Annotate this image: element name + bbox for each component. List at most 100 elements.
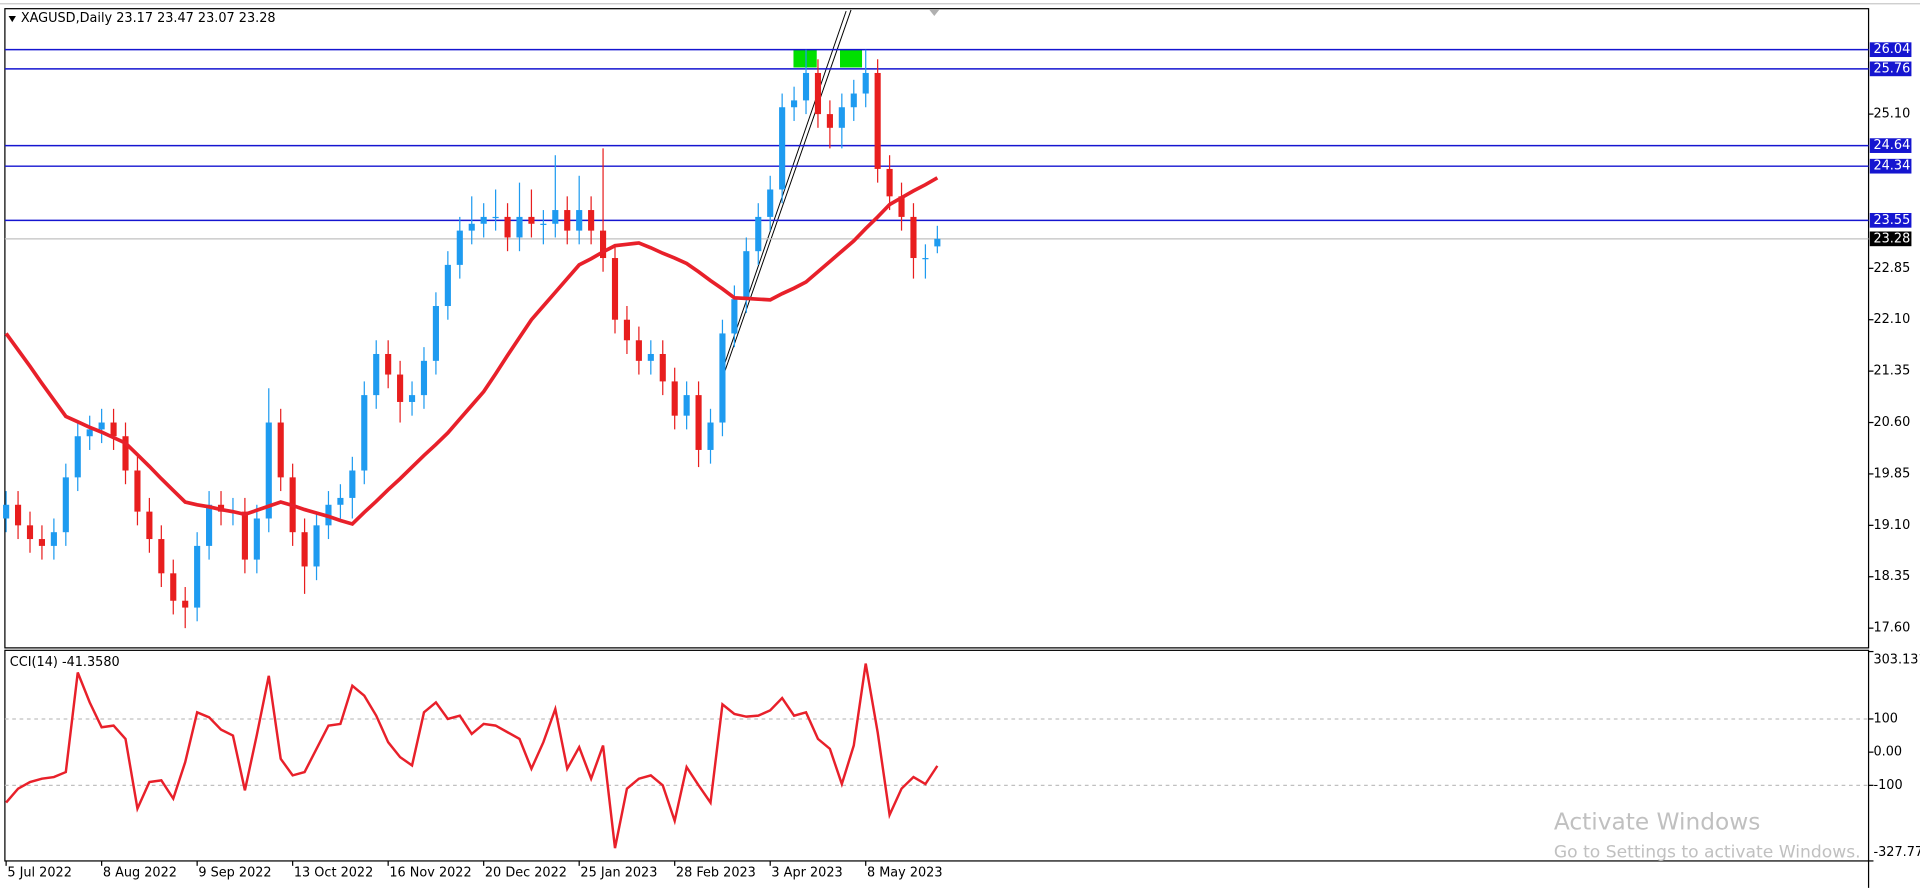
candle-body: [576, 210, 583, 231]
candle-body: [277, 422, 284, 478]
shift-marker: [929, 9, 940, 17]
candle-body: [253, 518, 260, 560]
y-tick-label: 303.131: [1873, 653, 1920, 668]
candle-body: [265, 422, 272, 519]
candle-body: [456, 230, 463, 265]
candle-body: [707, 422, 714, 450]
candle-body: [838, 107, 845, 128]
candle-body: [349, 470, 356, 498]
watermark-subtitle: Go to Settings to activate Windows.: [1554, 842, 1861, 862]
candle-body: [564, 210, 571, 231]
candle-body: [420, 360, 428, 396]
x-tick-label: 8 Aug 2022: [103, 866, 177, 881]
candle-body: [26, 525, 34, 540]
candle-body: [922, 258, 929, 260]
candle-body: [671, 381, 678, 416]
level-label-box: [1869, 158, 1912, 174]
candle-body: [313, 525, 320, 567]
candle-body: [110, 422, 117, 437]
y-tick-label: -100: [1873, 778, 1902, 793]
candle-body: [588, 210, 595, 231]
level-label: 24.64: [1873, 138, 1910, 153]
level-label-box: [1869, 138, 1912, 153]
y-tick-label: 22.10: [1873, 312, 1910, 327]
candle-body: [194, 545, 201, 608]
candle-body: [98, 422, 105, 430]
candle-body: [540, 223, 547, 225]
candle-body: [158, 539, 165, 574]
level-label: 25.76: [1873, 61, 1910, 76]
indicator-line: [5, 663, 939, 849]
candle-body: [552, 210, 559, 224]
last-price-label: 23.28: [1873, 231, 1910, 246]
candle-body: [910, 216, 917, 259]
candle-body: [934, 238, 941, 247]
watermark-title: Activate Windows: [1554, 808, 1760, 835]
highlight-box: [793, 49, 817, 68]
candle-body: [182, 600, 189, 608]
marks: 25.10 22.85 22.10 21.35 20.60 19.85 19.10 18.35…: [3, 42, 1920, 881]
candle-body: [50, 532, 57, 546]
candle-body: [647, 353, 654, 361]
trend-line: [720, 10, 847, 374]
x-tick-label: 25 Jan 2023: [580, 866, 657, 881]
candle-body: [516, 216, 523, 238]
candle-body: [886, 168, 893, 197]
candle-body: [600, 230, 607, 259]
candle-body: [791, 100, 798, 108]
candle-body: [74, 436, 81, 478]
y-tick-label: 22.85: [1873, 261, 1910, 276]
candle-body: [3, 504, 10, 519]
x-tick-label: 3 Apr 2023: [771, 866, 842, 881]
level-label: 26.04: [1873, 42, 1910, 57]
y-tick-label: 20.60: [1873, 415, 1910, 430]
candle-body: [444, 264, 451, 307]
candle-body: [719, 333, 726, 423]
candle-body: [134, 470, 141, 512]
x-tick-label: 5 Jul 2022: [7, 866, 72, 881]
level-label: 24.34: [1873, 159, 1910, 174]
y-tick-label: 19.85: [1873, 466, 1910, 481]
candle-body: [755, 216, 762, 252]
candle-body: [432, 306, 439, 361]
candle-body: [397, 374, 404, 402]
candle-body: [504, 216, 511, 238]
candle-body: [146, 511, 153, 540]
candle-body: [492, 216, 499, 219]
candle-body: [301, 532, 308, 567]
candle-body: [15, 504, 22, 526]
candle-body: [206, 504, 213, 546]
last-price-box: [1869, 231, 1912, 247]
candle-body: [826, 114, 833, 128]
y-tick-label: 25.10: [1873, 107, 1910, 122]
cci-title: CCI(14) -41.3580: [10, 655, 120, 670]
level-label-box: [1869, 61, 1912, 77]
y-tick-label: -327.770: [1873, 845, 1920, 860]
candle-body: [850, 93, 857, 108]
cci-pane: [4, 649, 1870, 862]
candle-body: [898, 196, 905, 217]
candle-body: [408, 395, 416, 402]
y-tick-label: 21.35: [1873, 364, 1910, 379]
y-tick-label: 100: [1873, 711, 1898, 726]
y-tick-label: 19.10: [1873, 518, 1910, 533]
candle-body: [623, 319, 630, 341]
candle-body: [659, 353, 666, 382]
candle-body: [731, 299, 738, 334]
candle-body: [683, 395, 690, 416]
x-tick-label: 16 Nov 2022: [389, 866, 471, 881]
candle-body: [874, 72, 881, 169]
candle-body: [635, 340, 642, 361]
candle-body: [695, 395, 702, 450]
x-tick-label: 8 May 2023: [867, 866, 943, 881]
candle-body: [611, 258, 619, 320]
candle-body: [743, 251, 750, 300]
moving-average: [4, 176, 939, 527]
candle-body: [122, 436, 129, 471]
level-label-box: [1869, 42, 1912, 58]
candle-body: [361, 395, 368, 471]
highlight-box: [840, 49, 863, 68]
